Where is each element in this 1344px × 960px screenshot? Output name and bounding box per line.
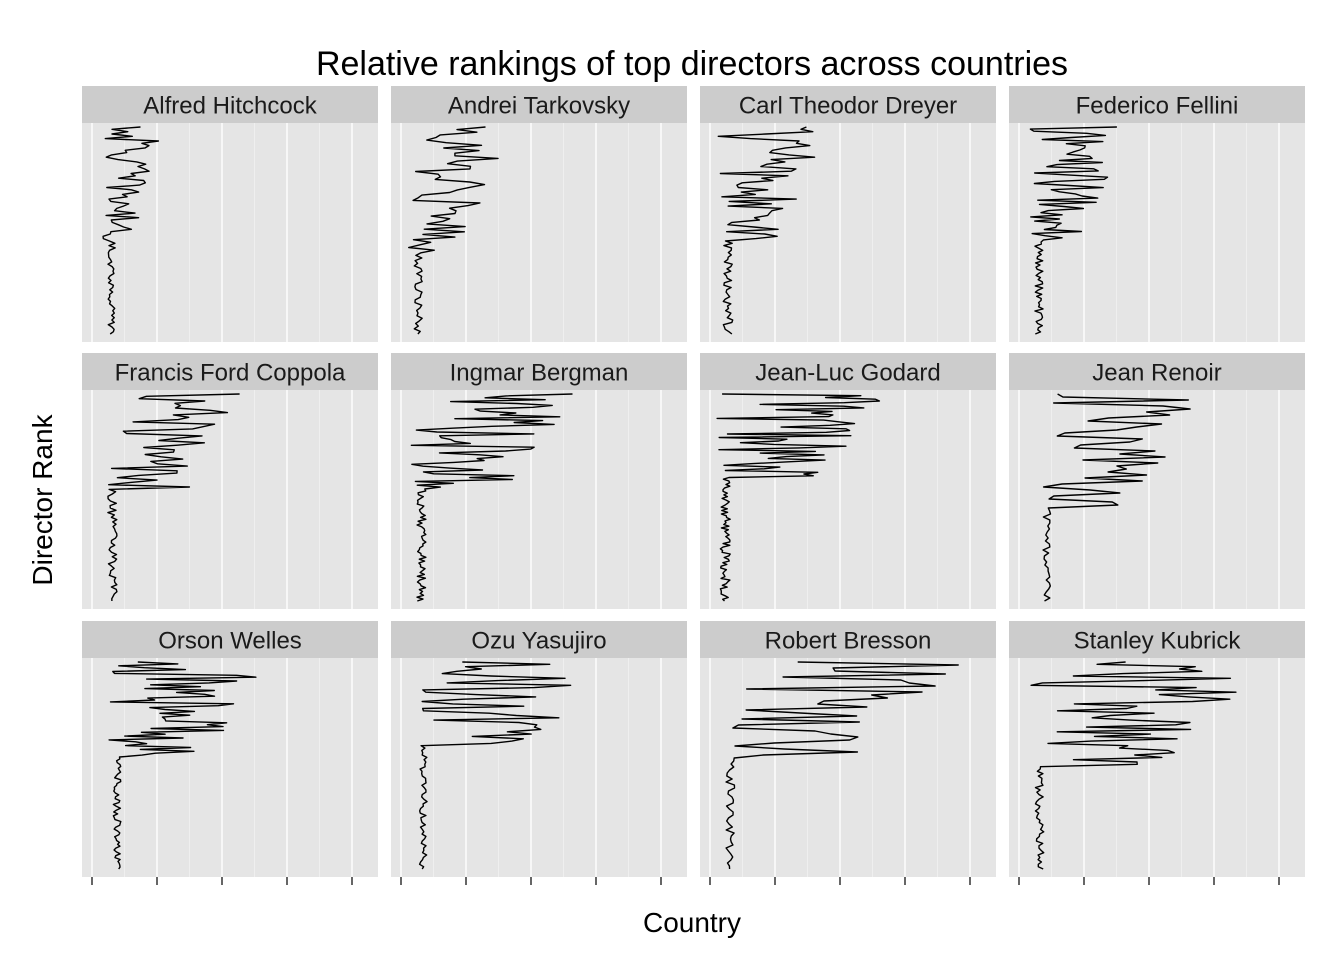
- facet-grid: Alfred Hitchcock Andrei Tarkovsky Carl The…: [82, 86, 1305, 877]
- facet-francis-ford-coppola: Francis Ford Coppola: [82, 353, 378, 609]
- ranking-line: [1030, 661, 1237, 870]
- facet-panel-bg: [82, 390, 378, 609]
- facet-panel-bg: [391, 123, 687, 342]
- facet-alfred-hitchcock: Alfred Hitchcock: [82, 86, 378, 342]
- ranking-line: [108, 661, 257, 870]
- facet-panel-bg: [1009, 658, 1305, 877]
- facet-strip: [391, 353, 687, 390]
- facet-strip-label: Andrei Tarkovsky: [448, 93, 630, 120]
- facet-strip: [1009, 621, 1305, 658]
- facet-strip-label: Robert Bresson: [765, 628, 932, 655]
- facet-strip-label: Francis Ford Coppola: [115, 360, 346, 387]
- facet-jean-renoir: Jean Renoir: [1009, 353, 1305, 609]
- facet-strip-label: Ozu Yasujiro: [471, 628, 606, 655]
- facet-andrei-tarkovsky: Andrei Tarkovsky: [391, 86, 687, 342]
- facet-strip-label: Jean Renoir: [1092, 360, 1221, 387]
- facet-panel-bg: [700, 390, 996, 609]
- ranking-line: [716, 393, 881, 602]
- facet-panel-bg: [391, 390, 687, 609]
- facet-strip: [700, 621, 996, 658]
- facet-strip-label: Jean-Luc Godard: [755, 360, 940, 387]
- facet-robert-bresson: Robert Bresson: [700, 621, 996, 877]
- ranking-line: [717, 126, 816, 335]
- facet-strip: [700, 86, 996, 123]
- ranking-line: [1029, 126, 1117, 335]
- facet-ingmar-bergman: Ingmar Bergman: [391, 353, 687, 609]
- facet-carl-theodor-dreyer: Carl Theodor Dreyer: [700, 86, 996, 342]
- facet-strip: [82, 353, 378, 390]
- facet-strip: [1009, 353, 1305, 390]
- facet-strip-label: Orson Welles: [158, 628, 302, 655]
- facet-orson-welles: Orson Welles: [82, 621, 378, 877]
- facet-strip: [82, 621, 378, 658]
- ranking-line: [408, 126, 499, 335]
- facet-strip: [391, 86, 687, 123]
- facet-panel-bg: [82, 123, 378, 342]
- facet-strip: [1009, 86, 1305, 123]
- ranking-line: [418, 661, 572, 870]
- facet-strip: [82, 86, 378, 123]
- chart-title: Relative rankings of top directors acros…: [316, 45, 1068, 83]
- ranking-line: [107, 393, 240, 602]
- facet-panel-bg: [700, 658, 996, 877]
- ranking-line: [410, 393, 573, 602]
- ranking-line: [725, 661, 959, 870]
- x-axis-title: Country: [643, 907, 741, 938]
- facet-panel-bg: [82, 658, 378, 877]
- facet-federico-fellini: Federico Fellini: [1009, 86, 1305, 342]
- y-axis-title: Director Rank: [27, 413, 58, 585]
- facet-strip-label: Federico Fellini: [1076, 93, 1239, 120]
- facet-strip-label: Stanley Kubrick: [1074, 628, 1242, 655]
- facet-jean-luc-godard: Jean-Luc Godard: [700, 353, 996, 609]
- facet-strip-label: Ingmar Bergman: [450, 360, 629, 387]
- x-axis-ticks: [91, 877, 1280, 885]
- facet-strip-label: Alfred Hitchcock: [143, 93, 317, 120]
- facet-strip: [391, 621, 687, 658]
- facet-strip-label: Carl Theodor Dreyer: [739, 93, 957, 120]
- ranking-line: [1042, 393, 1191, 602]
- facet-stanley-kubrick: Stanley Kubrick: [1009, 621, 1305, 877]
- facet-strip: [700, 353, 996, 390]
- facet-ozu-yasujiro: Ozu Yasujiro: [391, 621, 687, 877]
- ranking-line: [102, 126, 160, 335]
- facet-panel-bg: [391, 658, 687, 877]
